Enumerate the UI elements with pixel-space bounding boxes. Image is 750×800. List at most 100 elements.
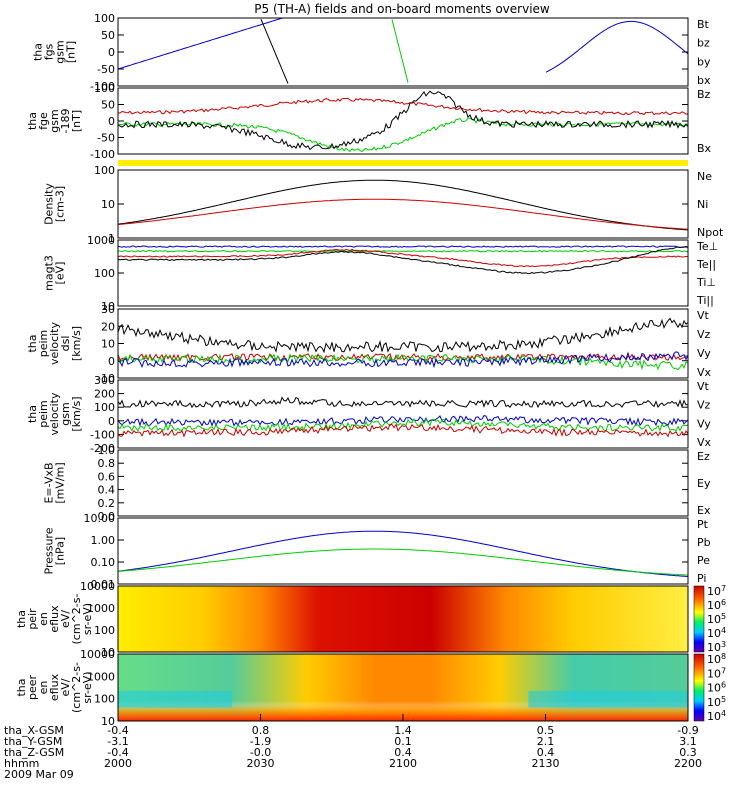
ylabel-fgs-line: gsm <box>54 40 67 63</box>
xaxis-row-label: tha_Z-GSM <box>4 746 64 759</box>
legend-pressure-item: Pt <box>697 518 709 531</box>
ylabel-peim_gsm-line: peim <box>37 400 50 428</box>
ylabel-peer-line: (cm^2-s- <box>70 662 83 713</box>
panel-temp-frame <box>117 239 689 307</box>
ytick-fgs: -100 <box>90 80 115 93</box>
ytick-fge: 0 <box>108 115 115 128</box>
colorbar-peir <box>693 585 705 653</box>
heatmap-peer-cyan-right <box>528 690 688 708</box>
legend-peim_dsl-item: Vt <box>697 309 710 322</box>
colorbar-peir-label: 103 <box>707 640 726 654</box>
legend-peim_gsm-item: Vt <box>697 380 710 393</box>
ylabel-peim_gsm-line: tha <box>26 405 39 423</box>
xaxis-row-value: -0.9 <box>677 724 698 737</box>
legend-peim_gsm-item: Vz <box>697 399 711 412</box>
ytick-peer: 10 <box>101 715 115 728</box>
ytick-fgs: 0 <box>108 46 115 59</box>
ytick-fgs: 50 <box>101 29 115 42</box>
xaxis-row-value: 2000 <box>104 757 132 770</box>
legend-efield-item: Ey <box>697 477 711 490</box>
panel-density-frame <box>117 169 689 239</box>
ytick-pressure: 1.00 <box>91 534 116 547</box>
ytick-peim_dsl: 20 <box>101 320 115 333</box>
ylabel-peer-line: en <box>37 681 50 695</box>
ylabel-peer-line: eflux <box>48 673 61 701</box>
ytick-peim_gsm: 0 <box>108 415 115 428</box>
ylabel-density-line: Density <box>43 183 56 225</box>
ylabel-fge-line: -189 <box>59 109 72 134</box>
yellow-status-bar <box>118 160 688 166</box>
ytick-efield: 0.0 <box>98 510 116 523</box>
ytick-temp: 100 <box>94 267 115 280</box>
legend-pressure-item: Pe <box>697 554 710 567</box>
ylabel-fge-line: [nT] <box>70 110 83 132</box>
legend-density-item: Npot <box>697 226 724 239</box>
ytick-peer: 100 <box>94 693 115 706</box>
ytick-fgs: -50 <box>97 63 115 76</box>
ytick-peer: 10000 <box>80 648 115 661</box>
ytick-efield: 0.2 <box>98 497 116 510</box>
legend-density-item: Ne <box>697 170 712 183</box>
series-vx-line <box>117 415 689 427</box>
xaxis-row-value: 2100 <box>389 757 417 770</box>
ylabel-peer-line: peer <box>26 675 39 701</box>
ylabel-efield-line: [mV/m] <box>54 462 67 503</box>
colorbar-peir-label: 107 <box>707 584 726 598</box>
xaxis-row-label: hhmm <box>4 757 39 770</box>
legend-temp-item: Ti⊥ <box>696 276 716 289</box>
ylabel-fgs-line: [nT] <box>65 41 78 63</box>
ylabel-temp-line: [eV] <box>54 262 67 285</box>
panel-fge-frame <box>117 87 689 155</box>
series-vy-line <box>117 418 689 432</box>
ytick-peim_gsm: -100 <box>90 428 115 441</box>
ylabel-fgs-line: tha <box>32 43 45 61</box>
ylabel-peir-line: (cm^2-s- <box>70 594 83 645</box>
ytick-peer: 1000 <box>87 670 115 683</box>
xaxis-row-value: -1.9 <box>250 735 271 748</box>
ylabel-peir-line: en <box>37 612 50 626</box>
ylabel-peim_gsm-line: velocity <box>48 392 61 435</box>
series-ti-par-line <box>117 250 689 253</box>
heatmap-peer-lowband <box>118 654 688 721</box>
colorbar-peir-label: 105 <box>707 612 726 626</box>
ylabel-peer-line: sr-eV) <box>81 671 94 703</box>
series-by-line <box>391 19 409 83</box>
ytick-fge: 50 <box>101 99 115 112</box>
series-vt-line <box>117 396 688 409</box>
xaxis-row-value: 2.1 <box>537 735 555 748</box>
ytick-peim_gsm: 300 <box>94 374 115 387</box>
ylabel-peim_dsl-line: tha <box>26 334 39 352</box>
ylabel-pressure-line: [nPa] <box>54 537 67 565</box>
legend-peim_dsl-item: Vx <box>697 366 712 379</box>
ytick-fge: 100 <box>94 82 115 95</box>
series-ti-perp-line <box>117 245 689 248</box>
ytick-fge: -50 <box>97 132 115 145</box>
series-bx-line-2 <box>545 20 689 73</box>
series-te-par-line <box>117 245 689 275</box>
ytick-peim_gsm: -200 <box>90 442 115 455</box>
ytick-peim_gsm: 100 <box>94 401 115 414</box>
xaxis-row-label: tha_Y-GSM <box>4 735 62 748</box>
ylabel-fge-line: gsm <box>48 109 61 132</box>
colorbar-peer <box>693 653 705 722</box>
ytick-density: 1 <box>108 232 115 245</box>
series-vy-line <box>117 353 689 371</box>
series-pe-line <box>117 548 689 576</box>
xaxis-row-value: -0.4 <box>107 724 128 737</box>
legend-fgs-item: bx <box>697 74 711 87</box>
series-pi-line <box>117 530 689 577</box>
ylabel-peim_dsl-line: peim <box>37 330 50 358</box>
ylabel-peim_gsm-line: gsm <box>59 402 72 425</box>
legend-fgs-item: by <box>697 55 711 68</box>
heatmap-peer-cyan-left <box>118 690 232 708</box>
ytick-peir: 100 <box>94 624 115 637</box>
ytick-pressure: 0.01 <box>91 578 116 591</box>
panel-peim_dsl-frame <box>117 308 689 379</box>
ylabel-temp-line: magt3 <box>43 255 56 291</box>
xaxis-row-value: 0.5 <box>537 724 555 737</box>
ylabel-peim_dsl-line: velocity <box>48 322 61 365</box>
panel-peim_gsm-frame <box>117 379 689 449</box>
ytick-peim_gsm: 200 <box>94 388 115 401</box>
ylabel-peer-line: eV/ <box>59 678 72 696</box>
legend-temp-item: Te⊥ <box>696 240 718 253</box>
